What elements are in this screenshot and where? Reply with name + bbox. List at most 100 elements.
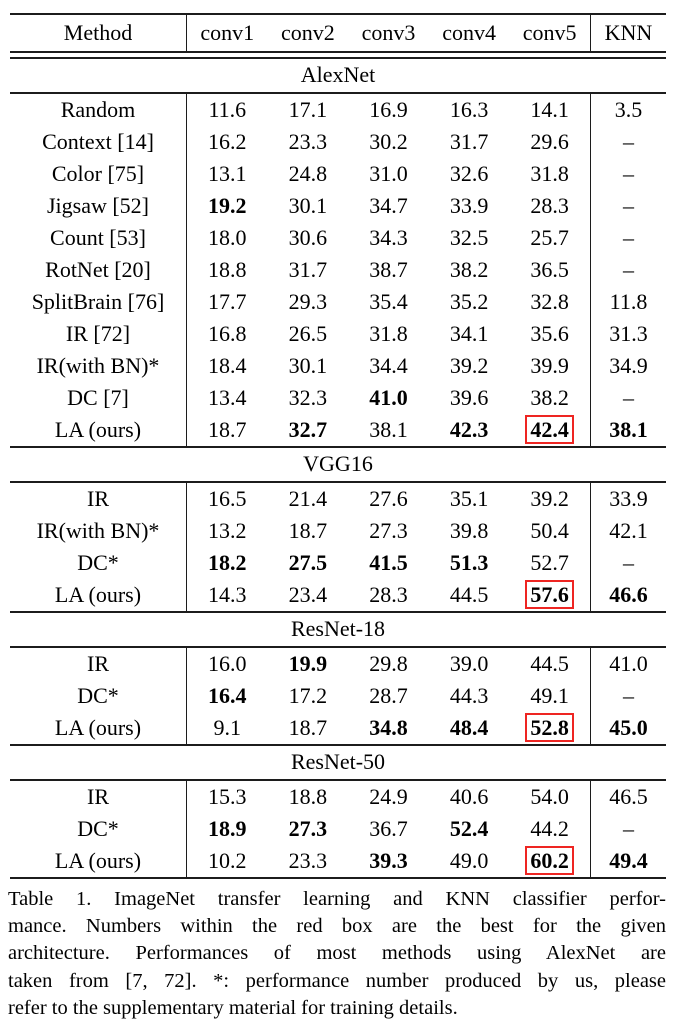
knn-cell: 46.6 — [589, 578, 666, 611]
value-cell: 18.2 — [187, 547, 268, 579]
value-cell: 29.8 — [348, 648, 429, 680]
value-text: 34.3 — [369, 224, 408, 250]
table-caption: Table 1. ImageNet transfer learning and … — [8, 886, 666, 1023]
value-text: 27.5 — [288, 549, 328, 575]
column-header-conv5: conv5 — [522, 20, 577, 45]
table-row: DC [7] 13.4 32.3 41.0 39.6 38.2 – — [10, 381, 666, 414]
value-cell: 31.8 — [509, 158, 590, 190]
value-cell: 38.1 — [348, 414, 429, 446]
value-text: 39.2 — [530, 485, 569, 511]
column-header-knn: KNN — [589, 15, 666, 51]
value-text: 46.5 — [609, 783, 648, 809]
value-cell: 19.2 — [187, 190, 268, 222]
value-cell: 33.9 — [429, 190, 510, 222]
method-cell: Jigsaw [52] — [10, 189, 187, 222]
value-cell: 41.0 — [348, 382, 429, 414]
value-cell: 32.7 — [268, 414, 349, 446]
value-text: 29.6 — [530, 128, 569, 154]
best-value-red-box: 42.4 — [525, 415, 574, 444]
method-cell: Color [75] — [10, 157, 187, 190]
value-text: 49.1 — [530, 682, 569, 708]
value-text: 57.6 — [530, 582, 569, 607]
value-text: 50.4 — [530, 517, 569, 543]
value-text: 18.7 — [288, 714, 328, 740]
value-cell: 18.7 — [268, 712, 349, 744]
caption-line: Table 1. ImageNet transfer learning and … — [8, 887, 666, 910]
value-text: 27.6 — [369, 485, 408, 511]
value-text: 16.8 — [208, 320, 247, 346]
value-text: 44.5 — [530, 650, 569, 676]
table-row: Count [53] 18.0 30.6 34.3 32.5 25.7 – — [10, 221, 666, 254]
value-cell: 32.5 — [429, 222, 510, 254]
value-cell: 50.4 — [509, 515, 590, 547]
value-cell: 35.1 — [429, 483, 510, 515]
knn-cell: 45.0 — [589, 711, 666, 744]
method-cell: LA (ours) — [10, 844, 187, 877]
value-cell: 16.3 — [429, 94, 510, 126]
value-cell: 16.4 — [187, 680, 268, 712]
value-text: 28.3 — [530, 192, 569, 218]
table-row: Jigsaw [52] 19.2 30.1 34.7 33.9 28.3 – — [10, 189, 666, 222]
value-text: 34.4 — [369, 352, 408, 378]
value-text: – — [622, 384, 634, 410]
value-text: 38.2 — [449, 256, 489, 282]
value-cell: 16.0 — [187, 648, 268, 680]
knn-cell: – — [589, 221, 666, 254]
section-rule-top — [10, 91, 666, 94]
value-text: 40.6 — [449, 783, 489, 809]
value-cell: 28.3 — [509, 190, 590, 222]
knn-cell: – — [589, 253, 666, 286]
best-value-red-box: 52.8 — [525, 713, 574, 742]
value-text: 38.7 — [369, 256, 408, 282]
value-text: 17.7 — [208, 288, 247, 314]
value-text: 30.2 — [369, 128, 408, 154]
value-cell: 16.5 — [187, 483, 268, 515]
value-text: 36.5 — [530, 256, 569, 282]
value-cell: 31.0 — [348, 158, 429, 190]
value-text: 30.1 — [288, 352, 328, 378]
value-cell: 17.1 — [268, 94, 349, 126]
value-text: 18.8 — [288, 783, 328, 809]
value-cell: 44.5 — [509, 648, 590, 680]
section-title-vgg16: VGG16 — [303, 451, 373, 476]
value-text: 39.2 — [449, 352, 489, 378]
header-rule-lower — [10, 56, 666, 59]
value-cell: 27.3 — [348, 515, 429, 547]
value-cell: 14.3 — [187, 579, 268, 611]
value-text: 33.9 — [449, 192, 489, 218]
value-text: 14.3 — [208, 581, 247, 607]
method-cell: IR(with BN)* — [10, 349, 187, 382]
value-text: 26.5 — [288, 320, 328, 346]
value-cell: 36.7 — [348, 813, 429, 845]
value-cell: 15.3 — [187, 781, 268, 813]
value-cell: 19.9 — [268, 648, 349, 680]
section-rule-top — [10, 778, 666, 781]
value-text: 33.9 — [609, 485, 648, 511]
value-cell: 49.1 — [509, 680, 590, 712]
method-cell: RotNet [20] — [10, 253, 187, 286]
table-row: LA (ours) 14.3 23.4 28.3 44.5 57.6 46.6 — [10, 578, 666, 611]
value-cell: 24.9 — [348, 781, 429, 813]
knn-cell: 46.5 — [589, 780, 666, 813]
section-rule-bottom — [10, 743, 666, 746]
value-text: 18.2 — [208, 549, 247, 575]
value-text: 35.6 — [530, 320, 569, 346]
value-cell: 32.3 — [268, 382, 349, 414]
value-text: 31.8 — [530, 160, 569, 186]
value-text: 32.3 — [288, 384, 328, 410]
value-text: – — [622, 128, 634, 154]
section-rule-bottom — [10, 445, 666, 448]
value-cell: 60.2 — [509, 845, 590, 877]
knn-cell: – — [589, 381, 666, 414]
value-text: 52.4 — [449, 815, 489, 841]
table-header-row: Method conv1 conv2 conv3 conv4 conv5 KNN — [10, 15, 666, 51]
value-text: 15.3 — [208, 783, 247, 809]
value-text: 44.3 — [449, 682, 489, 708]
method-cell: IR — [10, 482, 187, 515]
header-rule-upper — [10, 51, 666, 53]
value-text: 24.8 — [288, 160, 328, 186]
value-text: 28.3 — [369, 581, 408, 607]
value-text: 31.0 — [369, 160, 408, 186]
value-text: 18.8 — [208, 256, 247, 282]
value-cell: 39.3 — [348, 845, 429, 877]
